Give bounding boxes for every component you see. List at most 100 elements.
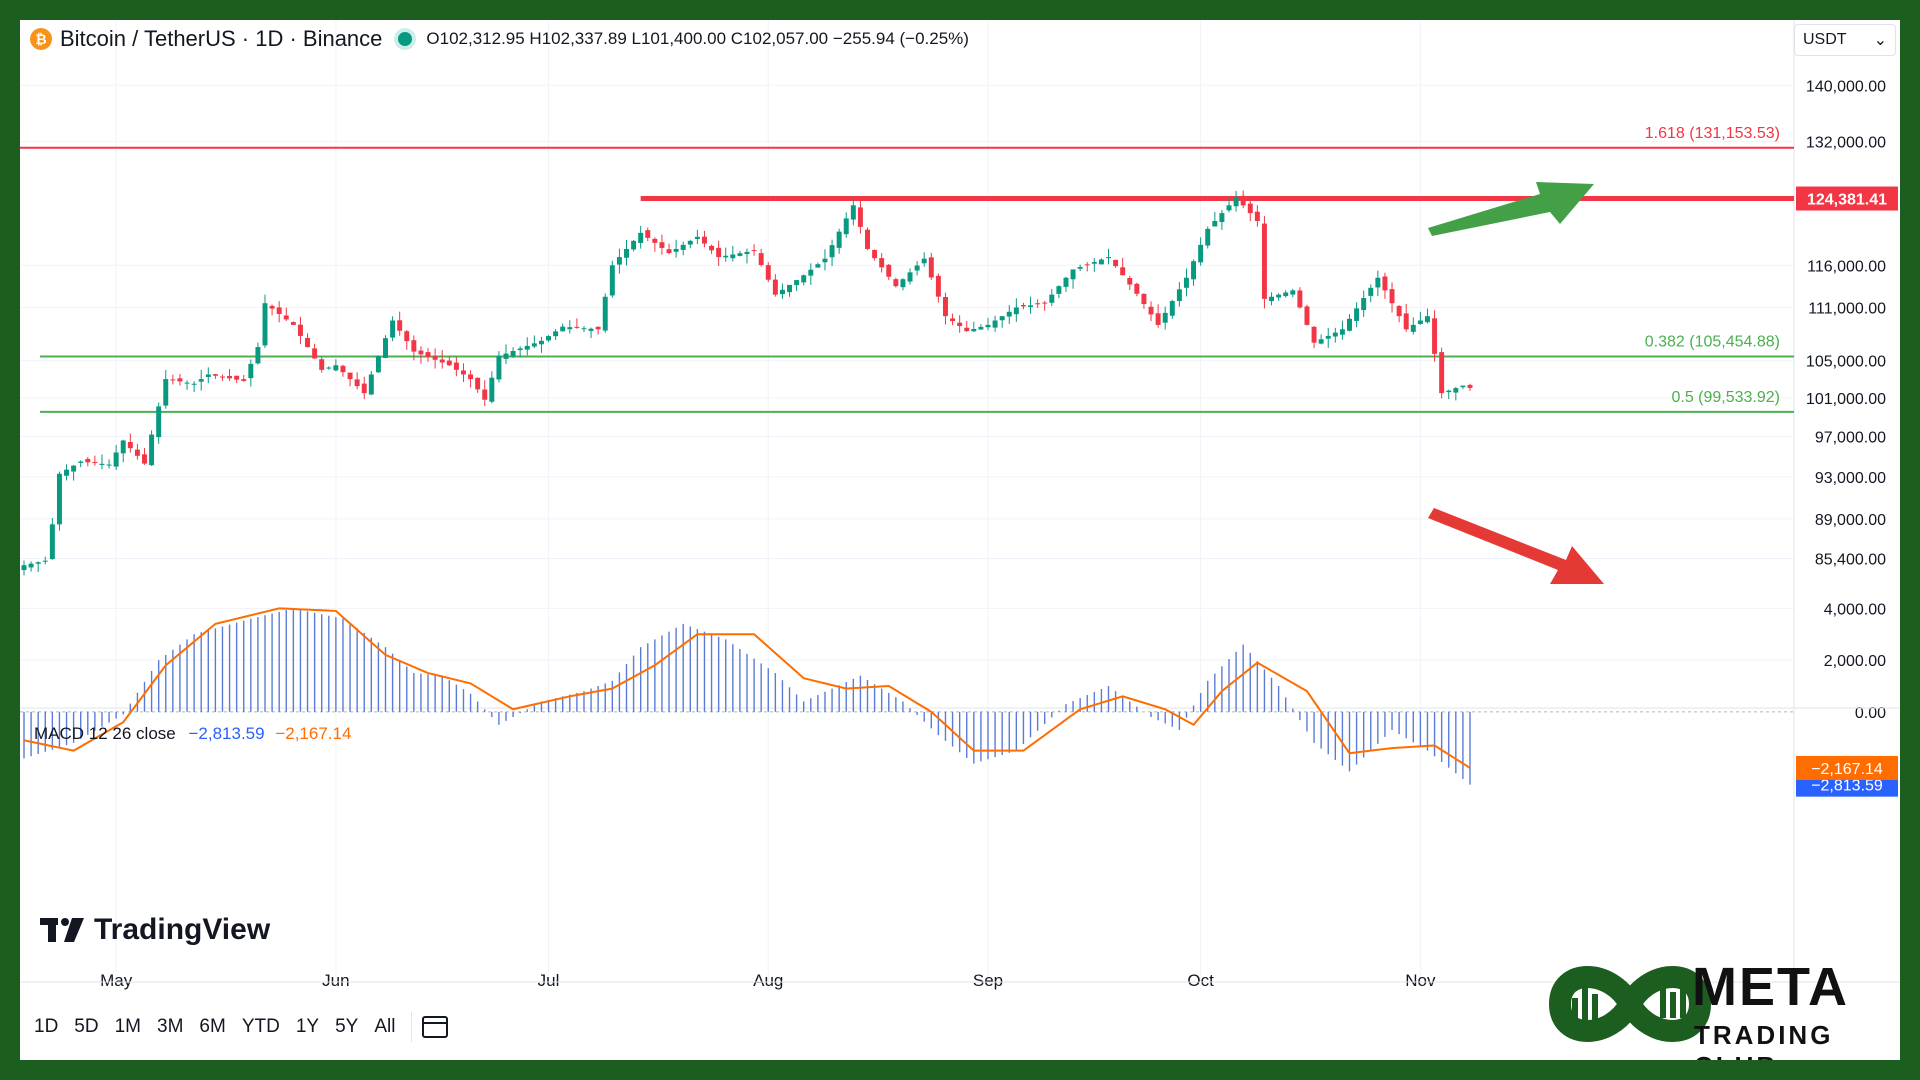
range-1m[interactable]: 1M bbox=[109, 1012, 147, 1042]
time-tick-label: Aug bbox=[753, 971, 783, 990]
candle-body bbox=[603, 297, 608, 331]
candle-body bbox=[1219, 213, 1224, 222]
range-5y[interactable]: 5Y bbox=[329, 1012, 364, 1042]
candle-body bbox=[872, 250, 877, 258]
candle-body bbox=[957, 323, 962, 326]
candle-body bbox=[553, 331, 558, 336]
candle-body bbox=[617, 257, 622, 264]
candle-body bbox=[305, 338, 310, 347]
chart-frame: 140,000.00 132,000.00 116,000.00 111,000.00… bbox=[20, 20, 1900, 1060]
candle-body bbox=[404, 331, 409, 341]
candle-body bbox=[581, 328, 586, 329]
candle-body bbox=[1120, 267, 1125, 275]
candle-body bbox=[1170, 301, 1175, 316]
candle-body bbox=[752, 250, 757, 251]
candle-body bbox=[908, 272, 913, 281]
candle-body bbox=[475, 378, 480, 390]
range-5d[interactable]: 5D bbox=[68, 1012, 104, 1042]
candle-body bbox=[1141, 294, 1146, 304]
candle-body bbox=[185, 383, 190, 384]
candle-body bbox=[1156, 313, 1161, 325]
candle-body bbox=[1127, 278, 1132, 284]
candle-body bbox=[1404, 313, 1409, 329]
range-ytd[interactable]: YTD bbox=[236, 1012, 286, 1042]
range-1d[interactable]: 1D bbox=[28, 1012, 64, 1042]
candle-body bbox=[631, 241, 636, 250]
price-tick-label: 89,000.00 bbox=[1815, 512, 1886, 529]
candle-body bbox=[128, 442, 133, 448]
candle-body bbox=[574, 327, 579, 328]
candle-body bbox=[737, 253, 742, 256]
candle-body bbox=[326, 368, 331, 369]
calendar-icon[interactable] bbox=[422, 1016, 448, 1038]
macd-tick-label: 2,000.00 bbox=[1824, 653, 1886, 670]
candle-body bbox=[560, 327, 565, 332]
chevron-down-icon: ⌄ bbox=[1874, 30, 1887, 50]
tradingview-icon bbox=[40, 918, 84, 942]
candle-body bbox=[993, 321, 998, 328]
range-6m[interactable]: 6M bbox=[193, 1012, 231, 1042]
candle-body bbox=[986, 325, 991, 327]
candle-body bbox=[1028, 305, 1033, 307]
candle-body bbox=[1205, 229, 1210, 246]
candle-body bbox=[702, 237, 707, 244]
candle-body bbox=[298, 325, 303, 336]
candle-body bbox=[950, 318, 955, 321]
candle-body bbox=[865, 230, 870, 249]
candle-body bbox=[1255, 212, 1260, 221]
candle-body bbox=[971, 329, 976, 331]
candle-body bbox=[815, 264, 820, 267]
tradingview-logo[interactable]: TradingView bbox=[40, 913, 270, 947]
last-price-label: 124,381.41 bbox=[1807, 192, 1887, 209]
candle-body bbox=[468, 374, 473, 379]
candle-body bbox=[745, 252, 750, 254]
candle-body bbox=[362, 384, 367, 394]
symbol-title[interactable]: Bitcoin / TetherUS · 1D · Binance bbox=[60, 26, 382, 52]
candle-body bbox=[1439, 352, 1444, 393]
macd-label: MACD 12 26 close bbox=[34, 724, 176, 743]
candle-body bbox=[482, 390, 487, 400]
candle-body bbox=[1382, 276, 1387, 290]
ohlc-values: O102,312.95 H102,337.89 L101,400.00 C102… bbox=[426, 29, 969, 49]
range-1y[interactable]: 1Y bbox=[290, 1012, 325, 1042]
candle-body bbox=[1149, 307, 1154, 315]
candle-body bbox=[922, 259, 927, 264]
candle-body bbox=[539, 341, 544, 344]
candle-body bbox=[1269, 297, 1274, 301]
candle-body bbox=[248, 364, 253, 378]
candle-body bbox=[71, 466, 76, 472]
range-3m[interactable]: 3M bbox=[151, 1012, 189, 1042]
candle-body bbox=[787, 285, 792, 292]
candle-body bbox=[1049, 295, 1054, 303]
price-tick-label: 101,000.00 bbox=[1806, 391, 1886, 408]
brand-title: META bbox=[1692, 956, 1849, 1018]
candle-body bbox=[716, 248, 721, 257]
chart-canvas[interactable]: 140,000.00 132,000.00 116,000.00 111,000.00… bbox=[20, 20, 1900, 1060]
candle-body bbox=[1035, 303, 1040, 304]
candle-body bbox=[1106, 257, 1111, 258]
candle-body bbox=[1453, 388, 1458, 392]
candle-body bbox=[277, 307, 282, 314]
price-tick-label: 85,400.00 bbox=[1815, 551, 1886, 568]
candle-body bbox=[1007, 312, 1012, 317]
candle-body bbox=[1297, 290, 1302, 307]
candle-body bbox=[36, 562, 41, 563]
chart-header: ₿ Bitcoin / TetherUS · 1D · Binance O102… bbox=[30, 24, 969, 54]
range-all[interactable]: All bbox=[368, 1012, 401, 1042]
bitcoin-icon: ₿ bbox=[30, 28, 52, 50]
currency-select[interactable]: USDT ⌄ bbox=[1794, 24, 1896, 56]
candle-body bbox=[766, 265, 771, 280]
candle-body bbox=[284, 316, 289, 320]
candle-body bbox=[1191, 261, 1196, 279]
candle-body bbox=[773, 280, 778, 295]
candle-body bbox=[489, 378, 494, 402]
macd-legend[interactable]: MACD 12 26 close −2,813.59 −2,167.14 bbox=[34, 724, 351, 744]
candle-body bbox=[1333, 333, 1338, 337]
candle-body bbox=[1361, 298, 1366, 310]
candle-body bbox=[64, 470, 69, 476]
candle-body bbox=[99, 464, 104, 465]
candle-body bbox=[1432, 318, 1437, 354]
candle-body bbox=[397, 320, 402, 330]
candle-body bbox=[199, 379, 204, 382]
price-tick-label: 140,000.00 bbox=[1806, 78, 1886, 95]
